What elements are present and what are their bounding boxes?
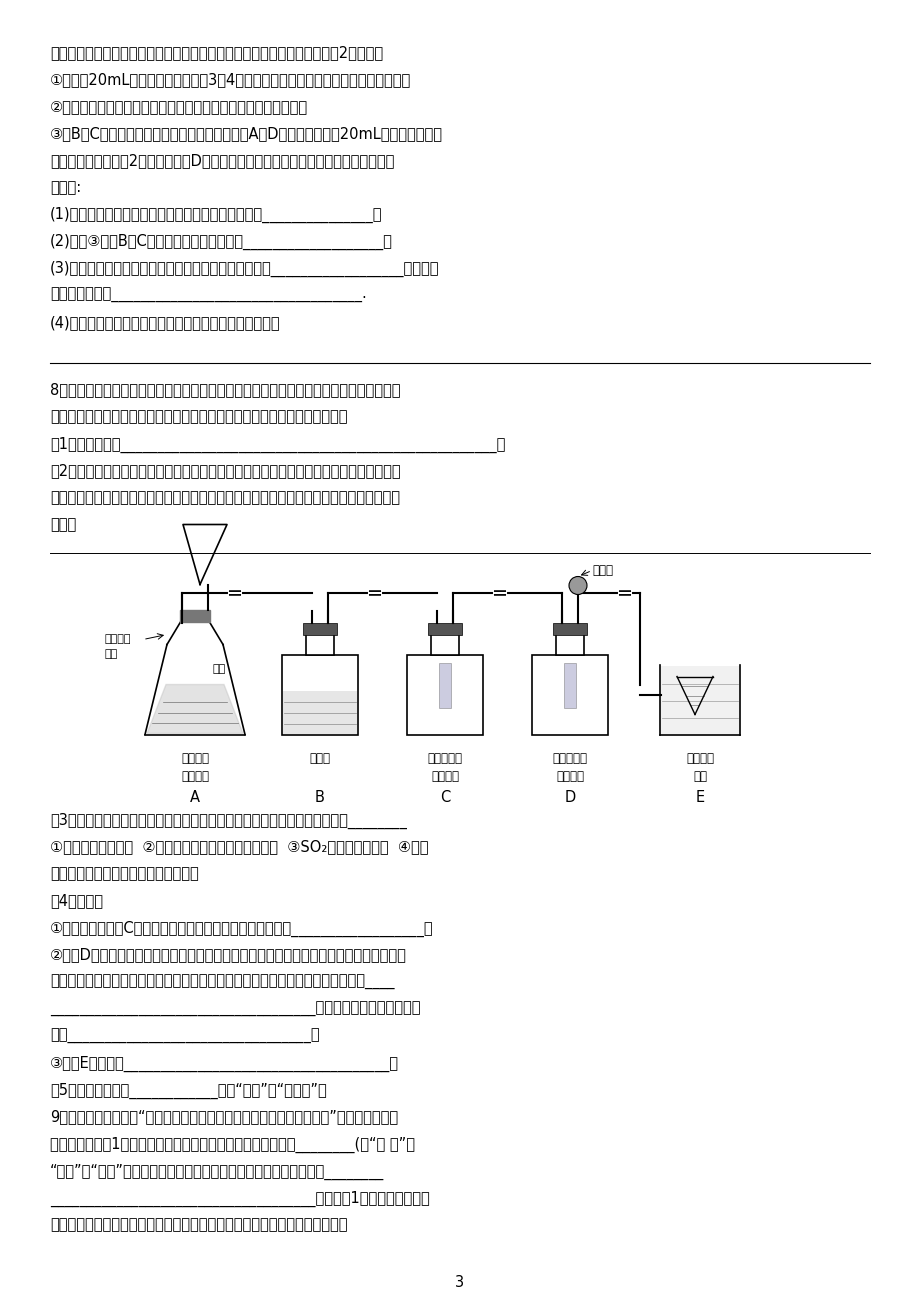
Text: 带橡皮塞的导管按图2连接好，并将D试管放置在永水中，同时打开弹簧夹，观察现象。: 带橡皮塞的导管按图2连接好，并将D试管放置在永水中，同时打开弹簧夹，观察现象。 — [50, 154, 394, 168]
Text: 芳认为：通过图1装置，用蜡烛燃烧法测得空气中氧气的含量会________(填“偏 高”、: 芳认为：通过图1装置，用蜡烛燃烧法测得空气中氧气的含量会________(填“偏… — [50, 1137, 414, 1152]
Text: 干燥的蓝色
石蕊试纸: 干燥的蓝色 石蕊试纸 — [427, 753, 462, 783]
Polygon shape — [147, 685, 243, 733]
Text: （3）查阅资料：你认为该实验小组需要掌握的资料内容中应包括（填序号）________: （3）查阅资料：你认为该实验小组需要掌握的资料内容中应包括（填序号）______… — [50, 812, 406, 828]
Circle shape — [568, 577, 586, 595]
Bar — [282, 655, 357, 734]
Text: 化硫有毒，能与碗溶液反应生成盐和水: 化硫有毒，能与碗溶液反应生成盐和水 — [50, 867, 199, 881]
Text: (3)对比课本实验，小红的改进实验还可得到的新结论是__________________；改进实: (3)对比课本实验，小红的改进实验还可得到的新结论是______________… — [50, 260, 439, 277]
Bar — [438, 663, 450, 707]
Text: 浓硫酸: 浓硫酸 — [309, 753, 330, 766]
Text: （2）设计方案：先验证水能否使蓝色石蕊试纸变色，再验证二氧化硫气体能否使干燥的蓝: （2）设计方案：先验证水能否使蓝色石蕊试纸变色，再验证二氧化硫气体能否使干燥的蓝 — [50, 464, 400, 479]
Text: 色石蕊试纸变色，最后验证二氧化硫气体能否使湿润的蓝色石蕊试纸变红，实验装置和药品: 色石蕊试纸变色，最后验证二氧化硫气体能否使湿润的蓝色石蕊试纸变红，实验装置和药品 — [50, 491, 400, 505]
Bar — [660, 665, 738, 733]
Text: 请回答:: 请回答: — [50, 180, 81, 195]
Text: 9、小明和小芳在讨论“能否用蜡烛燃烧法来粗略测定空气中氧气的含量”这一问题时，小: 9、小明和小芳在讨论“能否用蜡烛燃烧法来粗略测定空气中氧气的含量”这一问题时，小 — [50, 1109, 398, 1125]
Text: 如图：: 如图： — [50, 517, 76, 533]
Text: ③装置E的作用是____________________________________。: ③装置E的作用是________________________________… — [50, 1056, 399, 1072]
Text: ②取少量上述溶液于试管中，向其中慢慢滴加浓氨水，观察现象。: ②取少量上述溶液于试管中，向其中慢慢滴加浓氨水，观察现象。 — [50, 99, 308, 115]
Text: (4)举出生活中与改进后实验所得新结论类似的一个例子。: (4)举出生活中与改进后实验所得新结论类似的一个例子。 — [50, 315, 280, 329]
Text: ____________________________________，并用图1装置进行实验，证: ____________________________________，并用图… — [50, 1190, 429, 1207]
Bar — [180, 609, 210, 621]
Text: B: B — [314, 790, 324, 806]
Text: （5）结论：原假设____________（填“成立”或“不成立”）: （5）结论：原假设____________（填“成立”或“不成立”） — [50, 1082, 326, 1099]
Text: 亚硫酸钓: 亚硫酸钓 — [105, 634, 131, 644]
Text: 3: 3 — [455, 1275, 464, 1290]
Text: ①实验过程中装置C内石蕊试纸的颜色始终没有变化，这说明__________________。: ①实验过程中装置C内石蕊试纸的颜色始终没有变化，这说明_____________… — [50, 921, 433, 936]
Text: “偏低”或“不变”）。她根据蜡烛燃烧产物的特点阐述了自己的理由：________: “偏低”或“不变”）。她根据蜡烛燃烧产物的特点阐述了自己的理由：________ — [50, 1164, 384, 1180]
Text: 一般难闻的刺激性气味。小红于是对原实验进行了重新设计，实验装置如图2实验操作: 一般难闻的刺激性气味。小红于是对原实验进行了重新设计，实验装置如图2实验操作 — [50, 46, 382, 60]
Text: A: A — [190, 790, 199, 806]
Bar — [427, 622, 461, 634]
Text: (2)操作③中，B、C试管中可观察到的现象是___________________。: (2)操作③中，B、C试管中可观察到的现象是__________________… — [50, 234, 392, 250]
Text: 硫酸: 硫酸 — [213, 664, 226, 674]
Text: （4）实验：: （4）实验： — [50, 893, 103, 909]
Text: E: E — [695, 790, 704, 806]
Text: ①二氧化硫易溶于水  ②酸能使湿润的蓝色石蕊试纸变红  ③SO₂不与浓硫酸反应  ④二氧: ①二氧化硫易溶于水 ②酸能使湿润的蓝色石蕊试纸变红 ③SO₂不与浓硫酸反应 ④二… — [50, 840, 428, 854]
Text: ①向盛有20mL蒸馏水的烧杯中滴入3－4滴无色酟酢溶液，搞拌均匀，观察溶液颜色。: ①向盛有20mL蒸馏水的烧杯中滴入3－4滴无色酟酢溶液，搞拌均匀，观察溶液颜色。 — [50, 72, 411, 87]
Bar — [283, 690, 357, 733]
Bar — [302, 622, 336, 634]
Text: 湿润的蓝色
石蕊试纸: 湿润的蓝色 石蕊试纸 — [552, 753, 587, 783]
Bar — [406, 655, 482, 734]
Bar — [306, 633, 334, 655]
Text: ____________________________________，此过程中反应的化学方程: ____________________________________，此过程… — [50, 1001, 420, 1017]
Bar — [531, 655, 607, 734]
Text: 二氧化硫
制取装置: 二氧化硫 制取装置 — [181, 753, 209, 783]
Bar — [563, 663, 575, 707]
Text: D: D — [563, 790, 575, 806]
Bar — [552, 622, 586, 634]
Text: 实了自己的结论。（注：本题实验中装置的气密性良好，水槽中的液体是水）: 实了自己的结论。（注：本题实验中装置的气密性良好，水槽中的液体是水） — [50, 1217, 347, 1233]
Text: 8、我们知道二氧化碓与水反应生成碳酸，那么二氧化硫与水是否也能反应生成一种酸呢？: 8、我们知道二氧化碓与水反应生成碳酸，那么二氧化硫与水是否也能反应生成一种酸呢？ — [50, 383, 400, 397]
Text: (1)小红按课本进行实验时闻到刺激性气味，说明分子_______________。: (1)小红按课本进行实验时闻到刺激性气味，说明分子_______________… — [50, 207, 382, 223]
Bar — [555, 633, 584, 655]
Text: 固体: 固体 — [105, 650, 119, 660]
Text: 某实验小组对此进行探究，设计的探究过程如下。请你回答其中的有关问题：: 某实验小组对此进行探究，设计的探究过程如下。请你回答其中的有关问题： — [50, 410, 347, 424]
Text: 氮氧化钓
溶液: 氮氧化钓 溶液 — [686, 753, 713, 783]
Text: 色发生变化，当有二氧化硫气体通过时发现湿润的蓝色石蕊试纸变红。此现象说明____: 色发生变化，当有二氧化硫气体通过时发现湿润的蓝色石蕊试纸变红。此现象说明____ — [50, 974, 394, 990]
Text: ③在B、C试管内分别倒入适量的永水备用。另在A、D试管中分别倒入20mL浓氨水，立即用: ③在B、C试管内分别倒入适量的永水备用。另在A、D试管中分别倒入20mL浓氨水，… — [50, 126, 443, 141]
Text: ②装置D中胶头滴管中的蒸馏水在二氧化硫气体生成之前滴到蓝色石蕊试纸上，未见试纸颜: ②装置D中胶头滴管中的蒸馏水在二氧化硫气体生成之前滴到蓝色石蕊试纸上，未见试纸颜 — [50, 948, 406, 962]
Bar — [430, 633, 459, 655]
Text: 蒸馏水: 蒸馏水 — [591, 565, 612, 578]
Text: 验装置的优点是__________________________________.: 验装置的优点是_________________________________… — [50, 288, 367, 303]
Text: 式为_________________________________。: 式为_________________________________。 — [50, 1029, 319, 1043]
Text: C: C — [439, 790, 449, 806]
Text: （1）做出假设：___________________________________________________；: （1）做出假设：________________________________… — [50, 436, 505, 453]
